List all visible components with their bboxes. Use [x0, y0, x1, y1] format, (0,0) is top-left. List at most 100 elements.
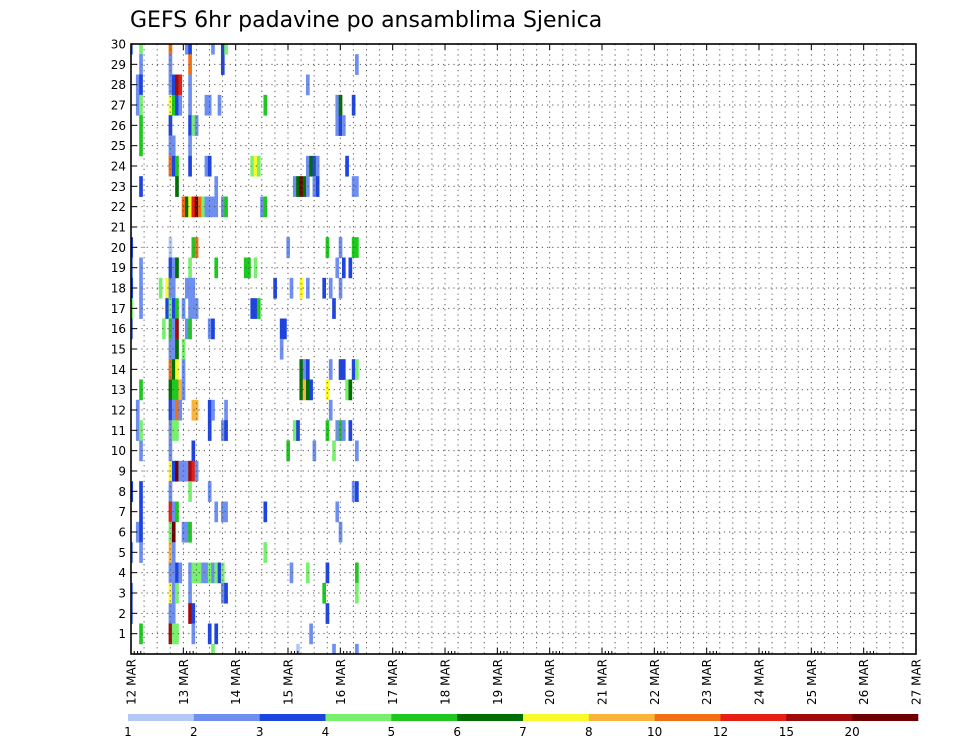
heatmap-cell [139, 440, 143, 462]
heatmap-cell [168, 623, 173, 645]
heatmap-cell [279, 338, 284, 360]
heatmap-cell [191, 237, 196, 258]
legend-label: 2 [190, 725, 198, 739]
legend-label: 12 [713, 725, 728, 739]
heatmap-cell [188, 257, 192, 279]
heatmap-cell [289, 562, 294, 584]
heatmap-cell [188, 155, 192, 177]
heatmap-cell [175, 176, 179, 197]
heatmap-cell [355, 54, 359, 75]
legend-swatch [852, 714, 919, 721]
heatmap-cell [328, 399, 333, 421]
heatmap-cell [211, 643, 215, 655]
heatmap-cell [139, 623, 143, 645]
y-tick-label: 15 [111, 343, 126, 357]
heatmap-cell [299, 176, 304, 197]
y-tick-label: 6 [118, 526, 126, 540]
heatmap-cell [178, 562, 183, 584]
y-tick-label: 16 [111, 322, 126, 336]
x-tick-label: 24 MAR [753, 659, 767, 705]
heatmap-cell [191, 603, 196, 624]
legend-label: 6 [453, 725, 461, 739]
heatmap-cell [139, 115, 143, 136]
y-tick-label: 7 [118, 505, 126, 519]
legend-label: 10 [647, 725, 662, 739]
heatmap-cell [341, 257, 346, 279]
heatmap-cell [220, 196, 225, 218]
color-legend: 1 2 3 4 5 6 7 8 10 12 15 20 [124, 714, 919, 739]
heatmap-cell [178, 94, 183, 116]
legend-swatch [128, 714, 195, 721]
y-tick-label: 3 [118, 587, 126, 601]
heatmap-cell [194, 115, 199, 136]
heatmap-cell [302, 359, 307, 380]
y-tick-label: 30 [111, 38, 126, 52]
heatmap-cell [325, 379, 330, 401]
y-tick-label: 22 [111, 200, 126, 214]
y-tick-label: 21 [111, 221, 126, 235]
heatmap-cell [139, 542, 143, 563]
heatmap-cell [351, 176, 356, 197]
heatmap-cell [201, 562, 205, 584]
heatmap-cell [224, 196, 228, 218]
heatmap-cell [250, 155, 255, 177]
legend-label: 7 [519, 725, 527, 739]
heatmap-cell [309, 155, 313, 177]
heatmap-cell [191, 196, 196, 218]
heatmap-cell [302, 379, 307, 401]
heatmap-cell [283, 318, 287, 340]
heatmap-cell [335, 501, 340, 523]
heatmap-cell [184, 277, 189, 299]
heatmap-cell [355, 176, 359, 197]
heatmap-cell [168, 74, 173, 96]
heatmap-cell [328, 359, 333, 380]
heatmap-cell [325, 420, 330, 441]
legend-label: 8 [585, 725, 593, 739]
legend-label: 20 [845, 725, 860, 739]
heatmap-cell [188, 562, 192, 584]
heatmap-cell [168, 318, 173, 340]
heatmap-cell [335, 420, 340, 441]
heatmap-cell [178, 399, 183, 421]
heatmap-cell [168, 521, 173, 543]
heatmap-cell [194, 399, 199, 421]
heatmap-cell [201, 196, 205, 218]
heatmap-cell [175, 155, 179, 177]
x-tick-label: 20 MAR [543, 659, 557, 705]
y-tick-label: 2 [118, 607, 126, 621]
heatmap-cell [309, 623, 313, 645]
heatmap-cell [332, 643, 336, 655]
heatmap-cell [168, 440, 173, 462]
heatmap-cell [135, 420, 140, 441]
x-tick-label: 15 MAR [282, 659, 296, 705]
heatmap-cell [220, 501, 225, 523]
heatmap-cell [211, 196, 215, 218]
heatmap-cell [139, 521, 143, 543]
heatmap-cell [191, 277, 196, 299]
heatmap-cell [191, 298, 196, 319]
heatmap-cell [168, 501, 173, 523]
heatmap-cell [355, 237, 359, 258]
heatmap-cell [341, 115, 346, 136]
y-tick-label: 13 [111, 383, 126, 397]
x-tick-label: 26 MAR [857, 659, 871, 705]
heatmap-cell [211, 399, 215, 421]
heatmap-cell [188, 521, 192, 543]
heatmap-cell [335, 257, 340, 279]
heatmap-cell [214, 176, 219, 197]
heatmap-cell [135, 94, 140, 116]
heatmap-cell [312, 176, 317, 197]
heatmap-cell [139, 54, 143, 75]
heatmap-cell [338, 94, 343, 116]
heatmap-cell [165, 298, 170, 319]
heatmap-cell [194, 196, 199, 218]
heatmap-cell [175, 460, 179, 482]
legend-swatch [720, 714, 787, 721]
heatmap-cell [168, 135, 173, 157]
heatmap-cell [135, 521, 140, 543]
y-tick-label: 24 [111, 160, 126, 174]
heatmap-cell [175, 338, 179, 360]
heatmap-cell [168, 359, 173, 380]
heatmap-cell [338, 521, 343, 543]
